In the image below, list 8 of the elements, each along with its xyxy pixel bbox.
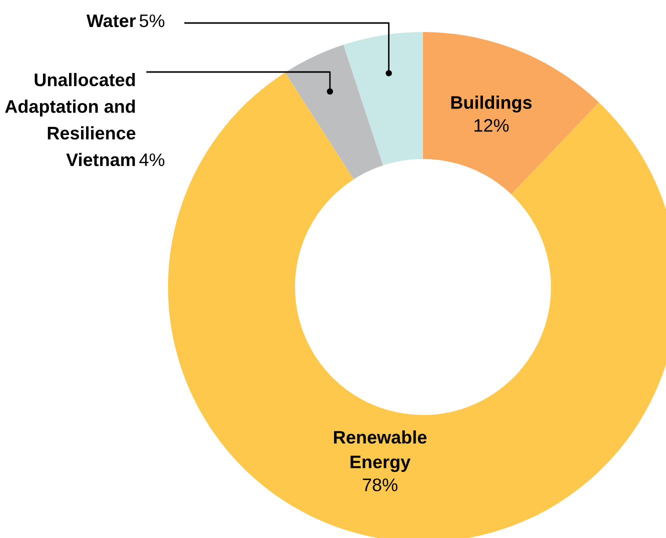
slice-label: Renewable Energy — [334, 430, 427, 472]
slice-label: Water — [86, 14, 136, 28]
slice-label: Unallocated Adaptation and Resilience Vietnam — [5, 72, 136, 166]
data-label: 4% — [139, 153, 164, 166]
data-label: 5% — [140, 14, 164, 28]
data-label: 12% — [474, 119, 509, 132]
slice-label: Buildings — [451, 96, 532, 113]
data-label: 78% — [362, 478, 398, 492]
